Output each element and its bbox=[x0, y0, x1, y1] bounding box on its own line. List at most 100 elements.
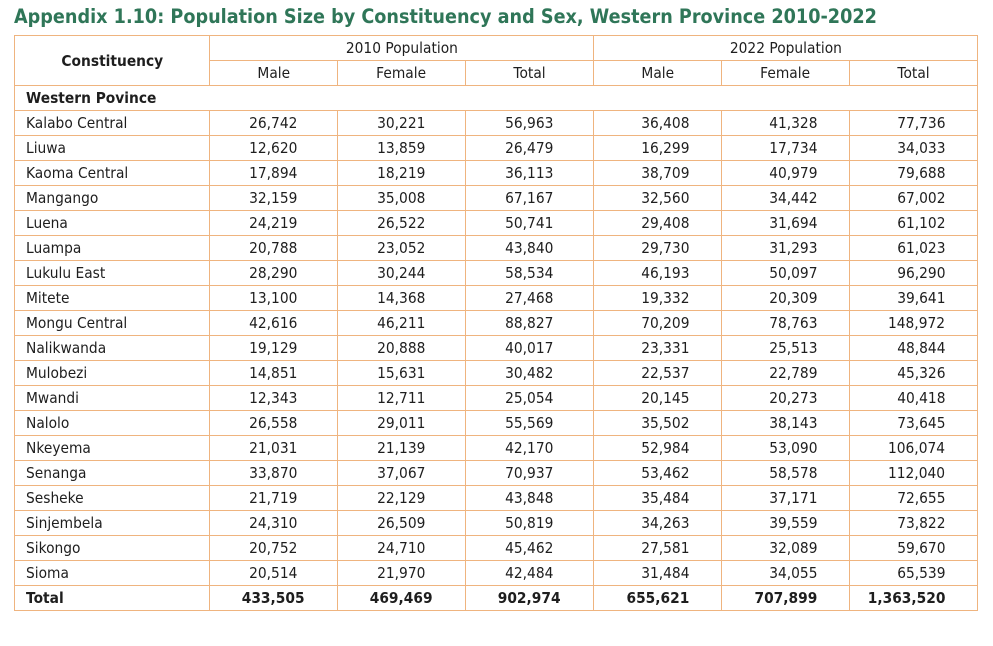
cell-male-2010: 26,558 bbox=[209, 410, 338, 436]
cell-value: 36,408 bbox=[640, 114, 689, 132]
cell-male-2022: 31,484 bbox=[593, 560, 722, 586]
cell-value: 27,468 bbox=[505, 289, 554, 307]
cell-male-2022: 16,299 bbox=[593, 135, 722, 161]
cell-total-2022: 59,670 bbox=[849, 535, 978, 561]
header-group-2022-label: 2022 Population bbox=[729, 39, 842, 57]
cell-value: 39,641 bbox=[896, 289, 945, 307]
cell-value: 58,578 bbox=[768, 464, 817, 482]
constituency-cell: Mwandi bbox=[14, 385, 210, 411]
section-row: Western Povince bbox=[14, 85, 978, 111]
cell-total-2010: 42,170 bbox=[465, 435, 594, 461]
cell-value: 14,851 bbox=[249, 364, 298, 382]
constituency-cell: Kaoma Central bbox=[14, 160, 210, 186]
constituency-name: Mitete bbox=[26, 289, 70, 307]
cell-total-2022: 73,822 bbox=[849, 510, 978, 536]
cell-value: 30,482 bbox=[505, 364, 554, 382]
cell-male-2022: 70,209 bbox=[593, 310, 722, 336]
cell-male-2022: 35,484 bbox=[593, 485, 722, 511]
cell-male-2010: 24,310 bbox=[209, 510, 338, 536]
cell-female-2022: 37,171 bbox=[721, 485, 850, 511]
population-table: Constituency 2010 Population 2022 Popula… bbox=[14, 35, 978, 611]
constituency-cell: Nkeyema bbox=[14, 435, 210, 461]
cell-total-2022: 73,645 bbox=[849, 410, 978, 436]
cell-male-2010: 14,851 bbox=[209, 360, 338, 386]
cell-value: 20,309 bbox=[768, 289, 817, 307]
cell-value: 61,102 bbox=[896, 214, 945, 232]
cell-value: 29,408 bbox=[640, 214, 689, 232]
cell-total-2022: 106,074 bbox=[849, 435, 978, 461]
cell-value: 469,469 bbox=[370, 589, 433, 607]
cell-male-2022: 32,560 bbox=[593, 185, 722, 211]
cell-value: 56,963 bbox=[505, 114, 554, 132]
cell-total-2022: 79,688 bbox=[849, 160, 978, 186]
constituency-cell: Nalolo bbox=[14, 410, 210, 436]
table-row: Lukulu East 28,290 30,244 58,534 46,193 50,09… bbox=[14, 260, 978, 286]
cell-total-2010: 25,054 bbox=[465, 385, 594, 411]
cell-total-2022: 67,002 bbox=[849, 185, 978, 211]
cell-value: 26,509 bbox=[377, 514, 426, 532]
table-row: Mangango 32,159 35,008 67,167 32,560 34,442 67… bbox=[14, 185, 978, 211]
cell-female-2022: 38,143 bbox=[721, 410, 850, 436]
cell-value: 20,145 bbox=[640, 389, 689, 407]
constituency-cell: Sesheke bbox=[14, 485, 210, 511]
cell-value: 45,326 bbox=[896, 364, 945, 382]
cell-value: 148,972 bbox=[887, 314, 945, 332]
cell-value: 15,631 bbox=[377, 364, 426, 382]
header-label: Female bbox=[760, 64, 811, 82]
cell-value: 43,840 bbox=[505, 239, 554, 257]
cell-female-2010: 30,244 bbox=[337, 260, 466, 286]
section-label-text: Western Povince bbox=[26, 89, 157, 107]
cell-male-2022: 19,332 bbox=[593, 285, 722, 311]
cell-value: 20,514 bbox=[249, 564, 298, 582]
cell-value: 61,023 bbox=[896, 239, 945, 257]
table-row: Luena 24,219 26,522 50,741 29,408 31,694 61,10… bbox=[14, 210, 978, 236]
cell-value: 24,710 bbox=[377, 539, 426, 557]
cell-value: 42,170 bbox=[505, 439, 554, 457]
cell-female-2010: 13,859 bbox=[337, 135, 466, 161]
header-group-2010-label: 2010 Population bbox=[345, 39, 458, 57]
constituency-cell: Kalabo Central bbox=[14, 110, 210, 136]
cell-female-2022: 34,055 bbox=[721, 560, 850, 586]
cell-value: 34,442 bbox=[768, 189, 817, 207]
cell-value: 20,752 bbox=[249, 539, 298, 557]
cell-female-2010: 29,011 bbox=[337, 410, 466, 436]
constituency-name: Sinjembela bbox=[26, 514, 103, 532]
cell-value: 28,290 bbox=[249, 264, 298, 282]
constituency-name: Mulobezi bbox=[26, 364, 88, 382]
constituency-cell: Mulobezi bbox=[14, 360, 210, 386]
cell-value: 37,171 bbox=[768, 489, 817, 507]
cell-male-2010: 19,129 bbox=[209, 335, 338, 361]
cell-value: 70,937 bbox=[505, 464, 554, 482]
cell-male-2010: 433,505 bbox=[209, 585, 338, 611]
cell-value: 32,159 bbox=[249, 189, 298, 207]
cell-female-2010: 37,067 bbox=[337, 460, 466, 486]
cell-female-2022: 31,293 bbox=[721, 235, 850, 261]
cell-female-2022: 50,097 bbox=[721, 260, 850, 286]
cell-value: 37,067 bbox=[377, 464, 426, 482]
cell-male-2022: 27,581 bbox=[593, 535, 722, 561]
cell-male-2010: 20,752 bbox=[209, 535, 338, 561]
cell-female-2022: 41,328 bbox=[721, 110, 850, 136]
cell-total-2010: 55,569 bbox=[465, 410, 594, 436]
constituency-name: Kaoma Central bbox=[26, 164, 129, 182]
cell-total-2010: 36,113 bbox=[465, 160, 594, 186]
cell-value: 18,219 bbox=[377, 164, 426, 182]
header-2010-total: Total bbox=[465, 60, 594, 86]
cell-value: 13,100 bbox=[249, 289, 298, 307]
cell-value: 34,055 bbox=[768, 564, 817, 582]
cell-value: 53,462 bbox=[640, 464, 689, 482]
header-2022-total: Total bbox=[849, 60, 978, 86]
cell-total-2022: 61,023 bbox=[849, 235, 978, 261]
cell-value: 46,211 bbox=[377, 314, 426, 332]
table-row: Nalikwanda 19,129 20,888 40,017 23,331 25,513… bbox=[14, 335, 978, 361]
cell-female-2010: 20,888 bbox=[337, 335, 466, 361]
header-group-2022: 2022 Population bbox=[593, 35, 978, 61]
cell-value: 35,484 bbox=[640, 489, 689, 507]
cell-value: 34,033 bbox=[896, 139, 945, 157]
constituency-name: Sioma bbox=[26, 564, 69, 582]
cell-female-2022: 17,734 bbox=[721, 135, 850, 161]
cell-value: 77,736 bbox=[896, 114, 945, 132]
constituency-cell: Mitete bbox=[14, 285, 210, 311]
cell-value: 35,008 bbox=[377, 189, 426, 207]
header-label: Male bbox=[257, 64, 290, 82]
